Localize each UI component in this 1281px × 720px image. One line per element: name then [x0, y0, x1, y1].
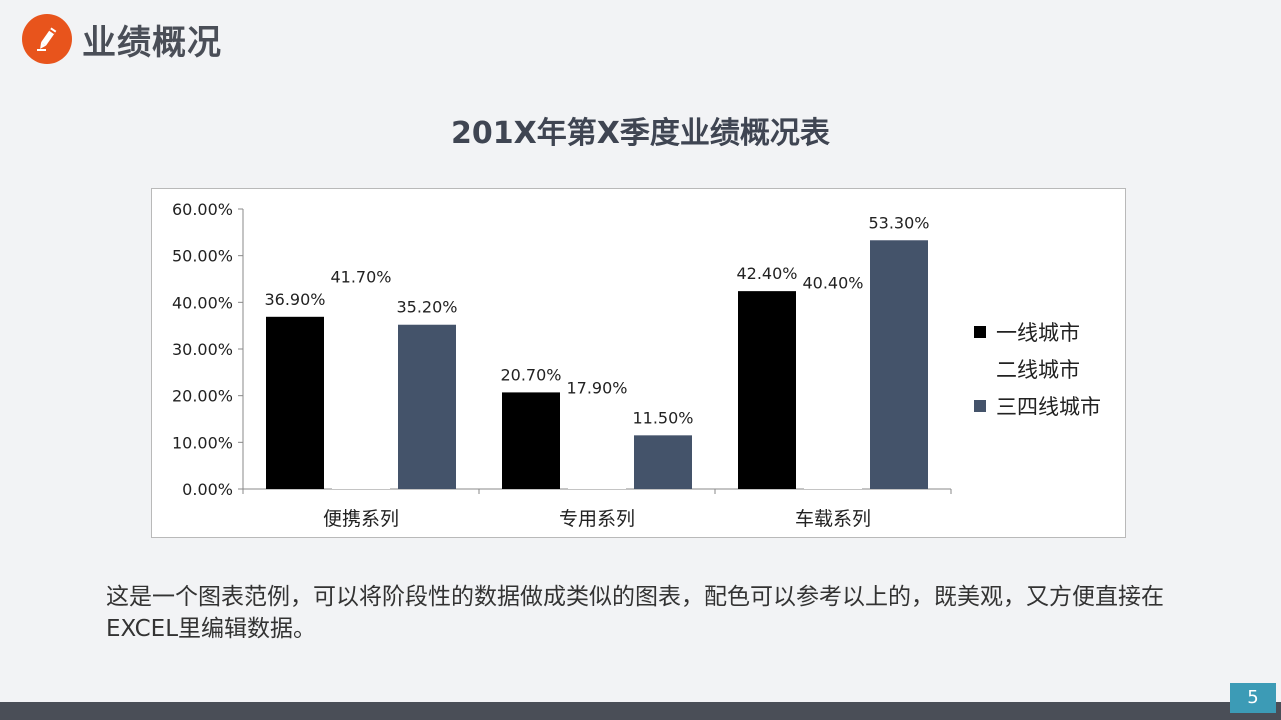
legend-swatch — [974, 362, 986, 375]
bar — [502, 392, 560, 489]
y-tick-label: 20.00% — [172, 387, 233, 406]
data-label: 35.20% — [396, 298, 457, 317]
bar — [870, 240, 928, 489]
pencil-icon — [22, 14, 72, 64]
data-label: 17.90% — [566, 378, 627, 397]
data-label: 11.50% — [632, 408, 693, 427]
legend-item: 二线城市 — [974, 350, 1101, 387]
x-tick-label: 专用系列 — [559, 508, 635, 530]
legend-item: 三四线城市 — [974, 387, 1101, 424]
data-label: 40.40% — [802, 273, 863, 292]
y-tick-label: 40.00% — [172, 293, 233, 312]
y-tick-label: 50.00% — [172, 247, 233, 266]
legend: 一线城市 二线城市 三四线城市 — [974, 313, 1101, 424]
legend-swatch — [974, 399, 986, 412]
bar — [332, 294, 390, 489]
legend-label: 三四线城市 — [996, 394, 1101, 419]
y-tick-label: 10.00% — [172, 433, 233, 452]
legend-swatch — [974, 325, 986, 338]
chart-title: 201X年第X季度业绩概况表 — [451, 116, 830, 151]
bar-chart: 0.00% 10.00% 20.00% 30.00% 40.00% 50.00% 60.00… — [172, 200, 952, 530]
page-number: 5 — [1230, 683, 1276, 713]
x-tick-label: 车载系列 — [795, 508, 871, 530]
chart-area: 0.00% 10.00% 20.00% 30.00% 40.00% 50.00% 60.00… — [151, 188, 1126, 538]
y-tick-label: 0.00% — [182, 480, 233, 499]
bar — [568, 405, 626, 489]
y-tick-label: 30.00% — [172, 340, 233, 359]
bar — [266, 316, 324, 489]
legend-label: 一线城市 — [996, 320, 1080, 345]
data-label: 53.30% — [868, 213, 929, 232]
page-title: 业绩概况 — [82, 22, 222, 63]
data-label: 36.90% — [264, 290, 325, 309]
description-text: 这是一个图表范例，可以将阶段性的数据做成类似的图表，配色可以参考以上的，既美观，… — [106, 584, 1164, 642]
bar — [738, 291, 796, 489]
x-tick-label: 便携系列 — [323, 508, 399, 530]
header: 业绩概况 — [22, 14, 222, 64]
bar — [804, 300, 862, 489]
y-tick-label: 60.00% — [172, 200, 233, 219]
legend-label: 二线城市 — [996, 357, 1080, 382]
data-label: 42.40% — [736, 264, 797, 283]
bar — [634, 435, 692, 489]
data-label: 20.70% — [500, 365, 561, 384]
legend-item: 一线城市 — [974, 313, 1101, 350]
data-label: 41.70% — [330, 267, 391, 286]
footer-bar — [0, 702, 1281, 720]
bar — [398, 324, 456, 489]
